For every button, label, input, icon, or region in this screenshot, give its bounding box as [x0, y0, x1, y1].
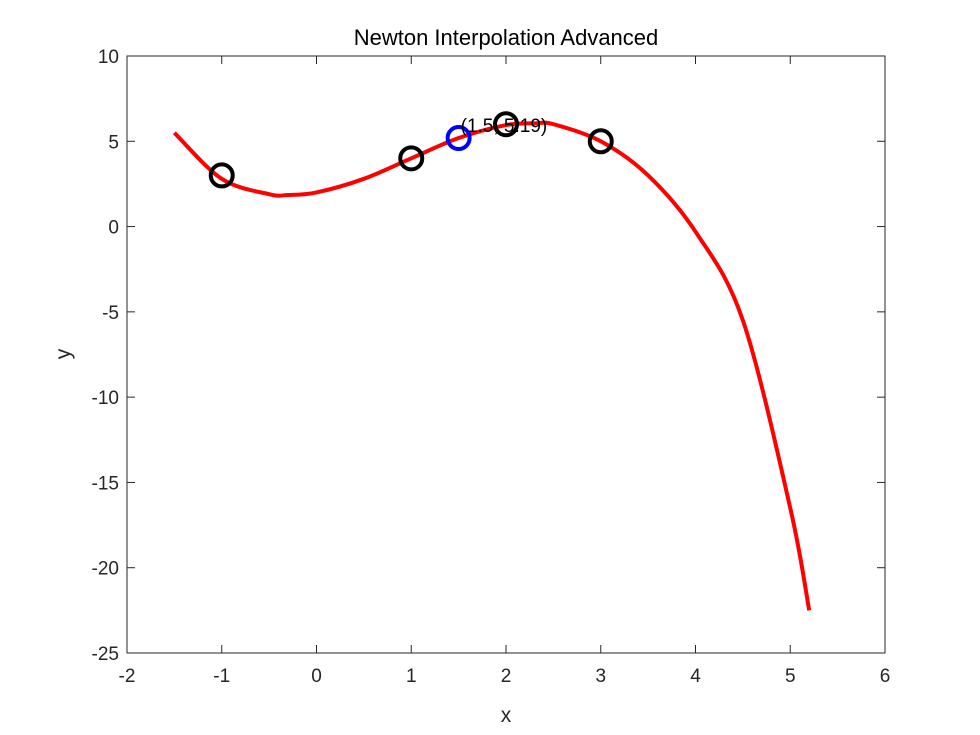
plot-area: [126, 55, 886, 654]
x-tick-label: 5: [785, 666, 796, 687]
y-axis-label: y: [52, 348, 75, 359]
annotations: (1.5, 5.19): [461, 116, 548, 137]
query-point-marker: [445, 125, 472, 152]
x-tick-labels: -2 -1 0 1 2 3 4 5 6: [119, 666, 891, 687]
data-point-marker: [398, 145, 425, 172]
interpolation-curve: [172, 120, 812, 611]
y-tick-label: 0: [108, 218, 119, 239]
x-tick-label: 0: [311, 666, 322, 687]
x-tick-label: 2: [501, 666, 512, 687]
y-tick-label: -5: [102, 303, 119, 324]
curve-layer: [172, 120, 812, 611]
point-annotation: (1.5, 5.19): [461, 116, 548, 137]
x-tick-label: -1: [213, 666, 230, 687]
y-tick-label: 10: [98, 47, 119, 68]
x-tick-label: 6: [880, 666, 891, 687]
x-axis-label: x: [501, 704, 512, 727]
x-tick-label: 1: [406, 666, 417, 687]
marker-layer: [208, 111, 614, 189]
x-tick-label: 4: [690, 666, 701, 687]
y-tick-label: -20: [92, 559, 119, 580]
data-point-marker: [587, 128, 614, 155]
y-tick-labels: -25 -20 -15 -10 -5 0 5 10: [92, 47, 119, 665]
axes-background: [127, 56, 885, 653]
x-tick-label: -2: [119, 666, 136, 687]
data-point-marker: [493, 111, 519, 138]
axes-box: [126, 55, 886, 654]
y-tick-label: -15: [92, 473, 119, 494]
x-tick-label: 3: [595, 666, 606, 687]
y-tick-label: -25: [92, 644, 119, 665]
y-tick-label: -10: [92, 388, 119, 409]
data-point-marker: [208, 162, 235, 189]
chart-title: Newton Interpolation Advanced: [354, 25, 659, 50]
y-tick-label: 5: [108, 132, 119, 153]
